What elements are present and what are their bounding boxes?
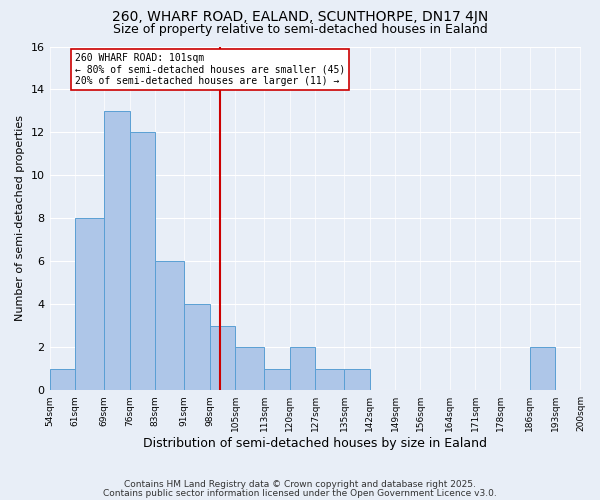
Bar: [75, 218, 104, 390]
Bar: [290, 347, 315, 390]
Bar: [235, 347, 264, 390]
Bar: [530, 347, 555, 390]
Bar: [50, 368, 75, 390]
Bar: [155, 262, 184, 390]
Bar: [209, 326, 235, 390]
Y-axis label: Number of semi-detached properties: Number of semi-detached properties: [15, 116, 25, 322]
Text: Size of property relative to semi-detached houses in Ealand: Size of property relative to semi-detach…: [113, 22, 487, 36]
Bar: [344, 368, 370, 390]
Bar: [104, 111, 130, 390]
Text: 260, WHARF ROAD, EALAND, SCUNTHORPE, DN17 4JN: 260, WHARF ROAD, EALAND, SCUNTHORPE, DN1…: [112, 10, 488, 24]
Bar: [184, 304, 209, 390]
Bar: [315, 368, 344, 390]
Text: Contains HM Land Registry data © Crown copyright and database right 2025.: Contains HM Land Registry data © Crown c…: [124, 480, 476, 489]
X-axis label: Distribution of semi-detached houses by size in Ealand: Distribution of semi-detached houses by …: [143, 437, 487, 450]
Bar: [264, 368, 290, 390]
Text: Contains public sector information licensed under the Open Government Licence v3: Contains public sector information licen…: [103, 488, 497, 498]
Bar: [130, 132, 155, 390]
Text: 260 WHARF ROAD: 101sqm
← 80% of semi-detached houses are smaller (45)
20% of sem: 260 WHARF ROAD: 101sqm ← 80% of semi-det…: [75, 53, 345, 86]
